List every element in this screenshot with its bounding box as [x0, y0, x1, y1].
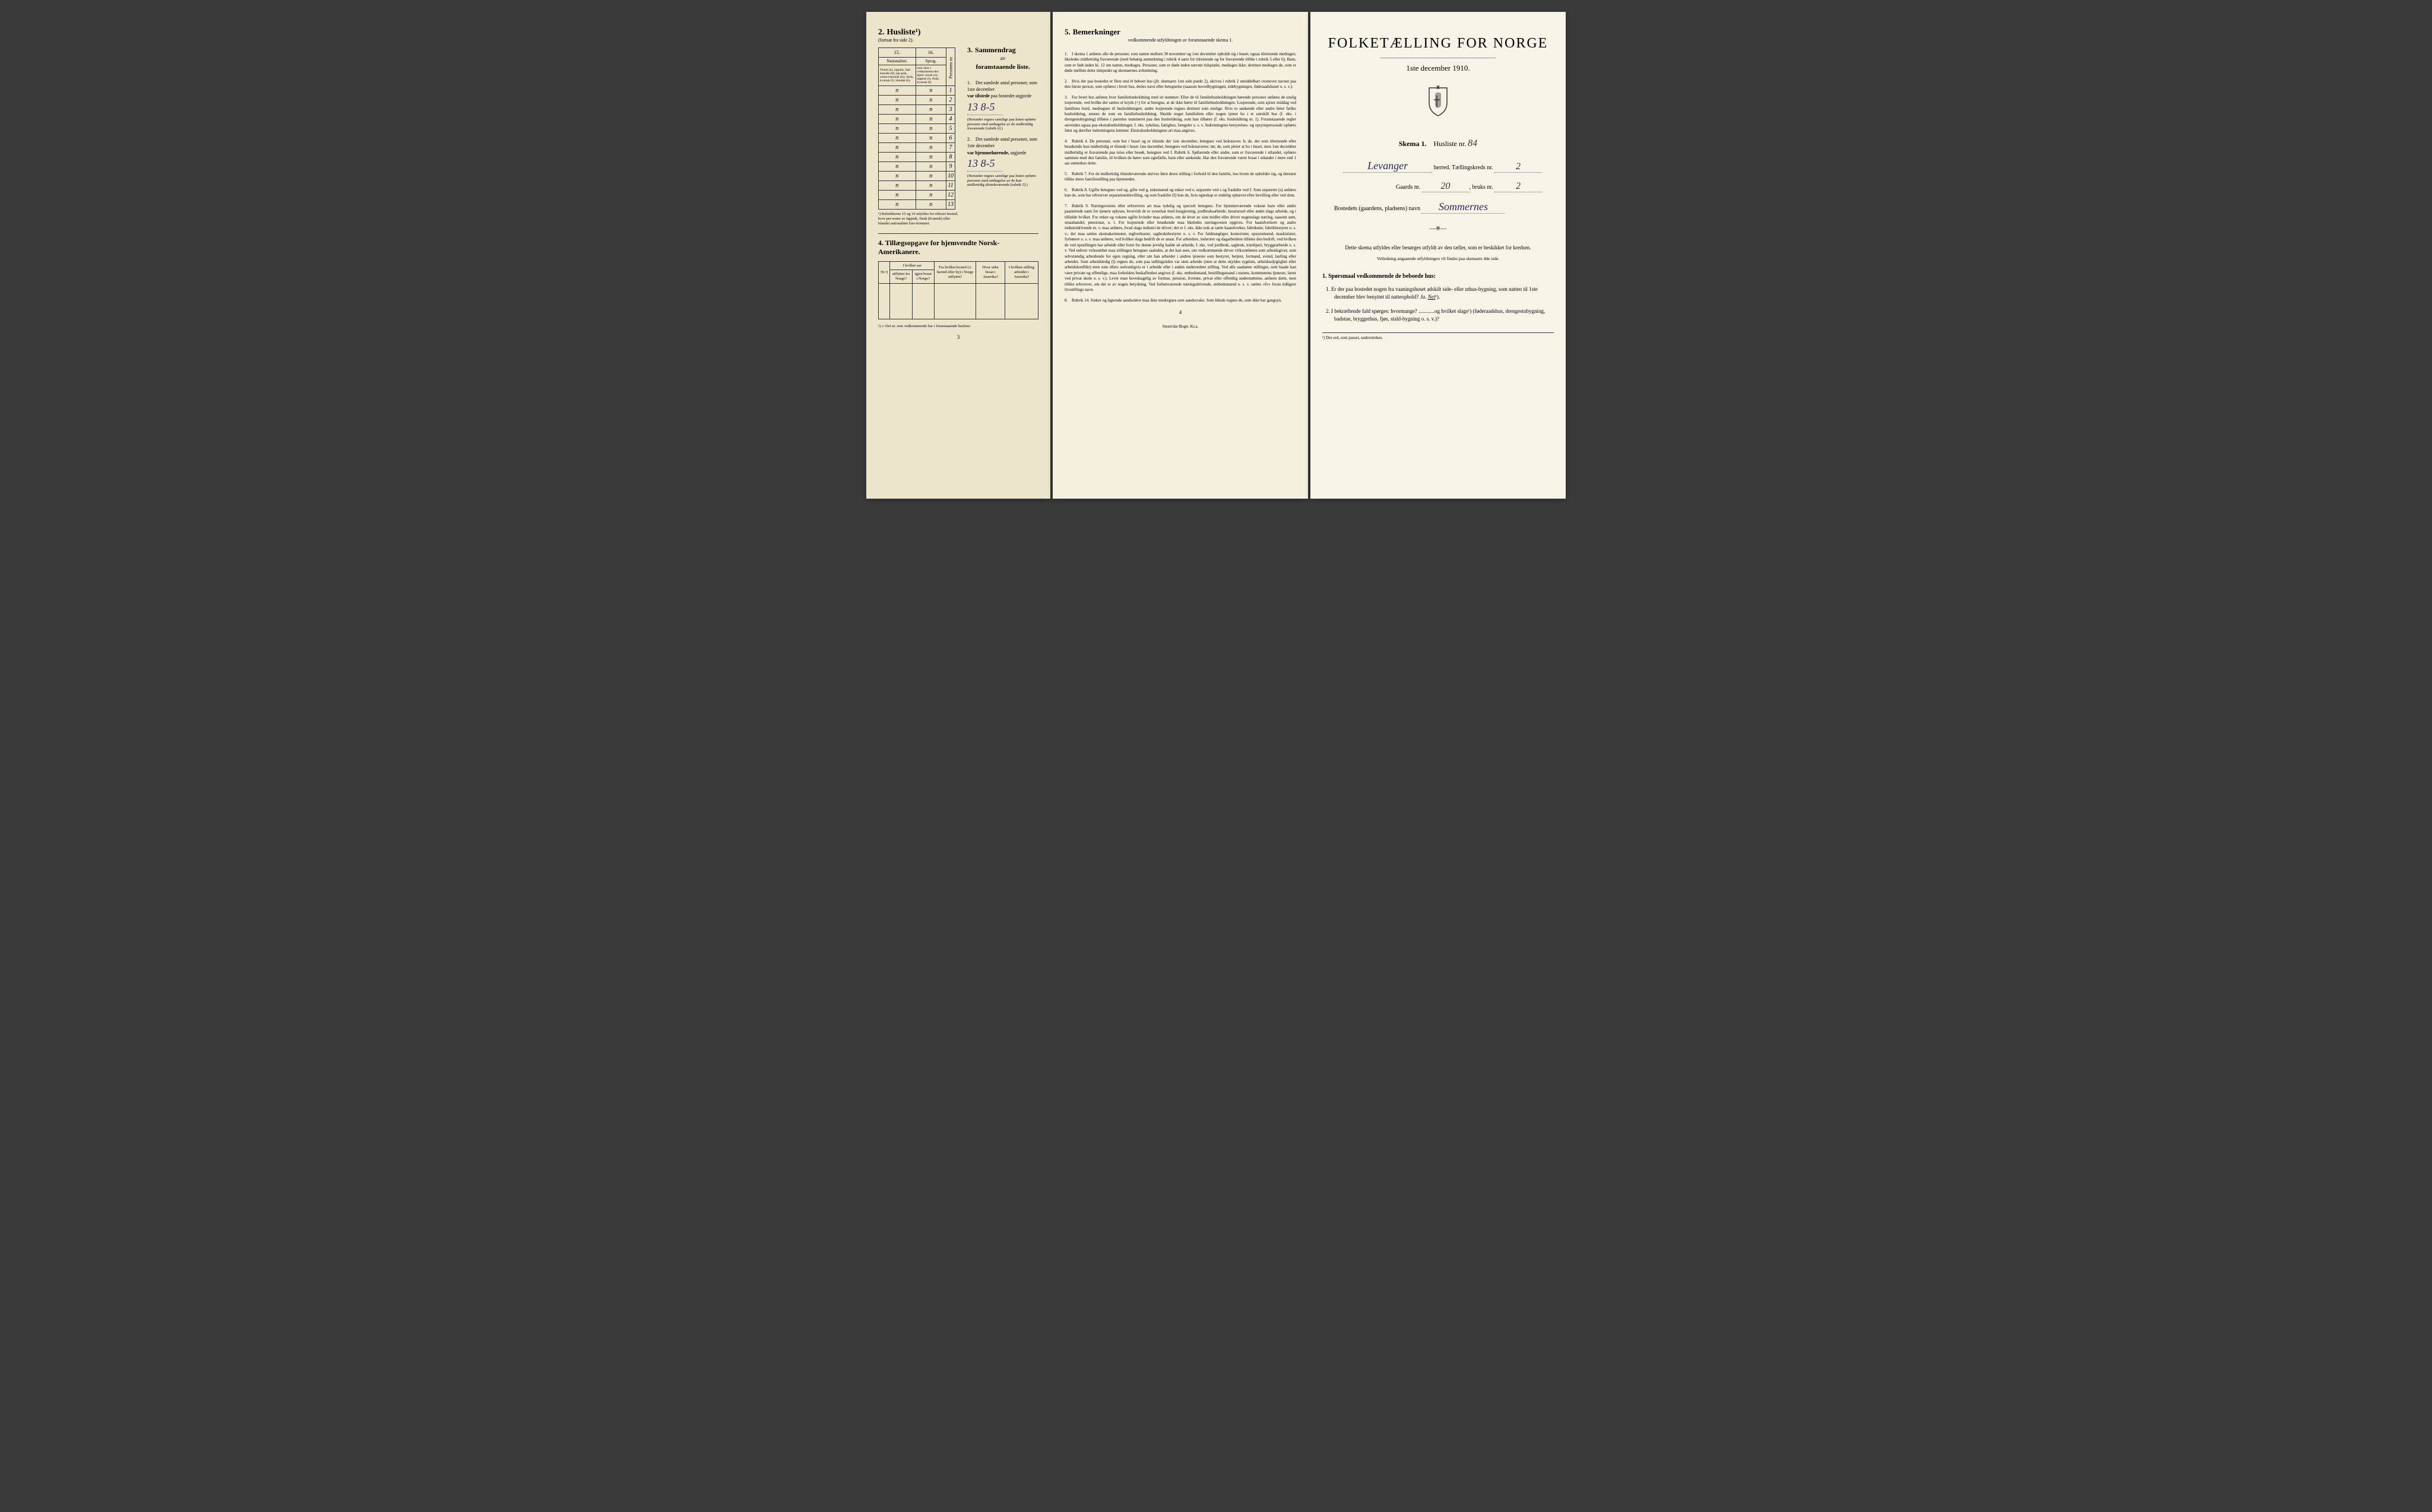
question-1: 1. Det samlede antal personer, som 1ste … — [967, 80, 1038, 131]
bemerkning-item: 3.For hvert hus anføres hver familiehush… — [1065, 95, 1296, 134]
person-nr-header: Personens nr. — [946, 48, 955, 86]
bemerkning-item: 2.Hvis der paa bostedet er flere end ét … — [1065, 79, 1296, 90]
q2-value: 13 8-5 — [967, 156, 1003, 172]
table-row: nn7 — [879, 143, 955, 153]
table-row: nn9 — [879, 162, 955, 172]
empty-row — [879, 284, 1038, 319]
bruks-value: 2 — [1494, 181, 1542, 192]
table-row: nn2 — [879, 96, 955, 105]
bemerkninger-header: 5. Bemerkninger — [1065, 27, 1296, 37]
kreds-value: 2 — [1494, 161, 1542, 173]
th-bosted: Fra hvilket bosted (ɔ: herred eller by) … — [934, 261, 976, 283]
skema-line: Skema 1. Husliste nr. 84 — [1322, 138, 1554, 149]
sammendrag-sub: av — [967, 55, 1038, 61]
panel-page-4: 5. Bemerkninger vedkommende utfyldningen… — [1053, 12, 1308, 499]
table-footnote: ¹) Rubrikkerne 15 og 16 utfyldes for eth… — [878, 210, 961, 226]
th-utflyttet: utflyttet fra Norge? — [890, 270, 912, 284]
table-row: nn4 — [879, 115, 955, 124]
bemerkning-item: 6.Rubrik 8. Ugifte betegnes ved ug, gift… — [1065, 188, 1296, 199]
instruction-text: Dette skema utfyldes eller besørges utfy… — [1322, 244, 1554, 252]
page-number-3: 3 — [878, 334, 1038, 340]
herred-value: Levanger — [1343, 160, 1432, 173]
th-aar: I hvilket aar — [890, 261, 935, 270]
census-document: 2. Husliste¹) (fortsat fra side 2). 15. … — [866, 12, 1566, 499]
sammendrag-sub2: foranstaaende liste. — [967, 64, 1038, 71]
main-title: FOLKETÆLLING FOR NORGE — [1322, 36, 1554, 52]
table-row: nn8 — [879, 153, 955, 162]
q2-note: (Herunder regnes samtlige paa listen opf… — [967, 174, 1038, 188]
bemerkning-item: 5.Rubrik 7. For de midlertidig tilstedev… — [1065, 172, 1296, 183]
sammendrag-header: 3. Sammendrag — [967, 45, 1038, 55]
col-15-header: 15. — [879, 48, 916, 58]
nat-desc: Norsk (n), lappisk, fast-boende (lf), la… — [879, 65, 916, 86]
panel-page-3: 2. Husliste¹) (fortsat fra side 2). 15. … — [866, 12, 1050, 499]
right-footnote: ¹) Det ord, som passer, understrekes. — [1322, 332, 1554, 340]
gaards-line: Gaards nr. 20, bruks nr. 2 — [1322, 181, 1554, 192]
bosted-value: Sommernes — [1421, 201, 1505, 214]
footnote-2: ²) ɔ: Det nr. som vedkommende har i fora… — [878, 324, 1038, 328]
bemerkning-item: 4.Rubrik 4. De personer, som bor i huset… — [1065, 139, 1296, 167]
coat-of-arms-icon — [1322, 85, 1554, 121]
question-2: 2. Det samlede antal personer, som 1ste … — [967, 136, 1038, 188]
husliste-header: 2. Husliste¹) — [878, 27, 961, 37]
th-igjen: igjen bosat i Norge? — [912, 270, 934, 284]
sporsmaal-header: 1. Spørsmaal vedkommende de beboede hus: — [1322, 273, 1554, 280]
bemerkning-item: 1.I skema 1 anføres alle de personer, so… — [1065, 52, 1296, 74]
gaards-value: 20 — [1422, 181, 1470, 192]
tillaeg-header: 4. Tillægsopgave for hjemvendte Norsk-Am… — [878, 233, 1038, 256]
q1-note: (Herunder regnes samtlige paa listen opf… — [967, 118, 1038, 131]
table-row: nn10 — [879, 172, 955, 181]
table-row: nn3 — [879, 105, 955, 115]
census-date: 1ste december 1910. — [1322, 64, 1554, 73]
th-nr: Nr.²) — [879, 261, 890, 283]
printer-note: Steen'ske Bogtr. Kr.a. — [1065, 324, 1296, 329]
sporsmaal-2: 2. I bekræftende fald spørges: hvormange… — [1322, 308, 1554, 324]
husliste-nr-value: 84 — [1468, 138, 1477, 148]
nei-answer: Nei — [1428, 294, 1436, 300]
bemerkning-item: 7.Rubrik 9. Næringsveiens eller erhverve… — [1065, 204, 1296, 293]
panel-page-1: FOLKETÆLLING FOR NORGE 1ste december 191… — [1310, 12, 1566, 499]
table-row: nn12 — [879, 191, 955, 200]
th-stilling: I hvilken stilling arbeidet i Amerika? — [1005, 261, 1038, 283]
tillaeg-table: Nr.²) I hvilket aar Fra hvilket bosted (… — [878, 261, 1038, 319]
bemerkninger-sub: vedkommende utfyldningen av foranstaaend… — [1065, 37, 1296, 43]
nationality-table: 15. 16. Personens nr. Nationalitet. Spro… — [878, 47, 955, 210]
table-row: nn6 — [879, 134, 955, 143]
th-amerika: Hvor sidst bosat i Amerika? — [976, 261, 1005, 283]
page-number-4: 4 — [1065, 309, 1296, 315]
bosted-line: Bostedets (gaardens, pladsens) navn Somm… — [1322, 201, 1554, 214]
husliste-subtitle: (fortsat fra side 2). — [878, 37, 961, 43]
table-row: nn1 — [879, 86, 955, 96]
bemerkning-item: 8.Rubrik 14. Sinker og lignende aandsslø… — [1065, 298, 1296, 303]
table-row: nn11 — [879, 181, 955, 191]
divider-icon: ―※― — [1322, 226, 1554, 232]
sporsmaal-1: 1. Er der paa bostedet nogen fra vaaning… — [1322, 286, 1554, 302]
sprog-desc: som tales i vedkommen-des hjem: norsk (n… — [916, 65, 946, 86]
table-row: nn13 — [879, 200, 955, 210]
col-16-header: 16. — [916, 48, 946, 58]
q1-value: 13 8-5 — [967, 100, 1003, 115]
herred-line: Levanger herred. Tællingskreds nr. 2 — [1322, 160, 1554, 173]
nationalitet-label: Nationalitet. — [879, 58, 916, 65]
sprog-label: Sprog, — [916, 58, 946, 65]
table-row: nn5 — [879, 124, 955, 134]
instruction-small: Veiledning angaaende utfyldningen vil fi… — [1322, 256, 1554, 261]
